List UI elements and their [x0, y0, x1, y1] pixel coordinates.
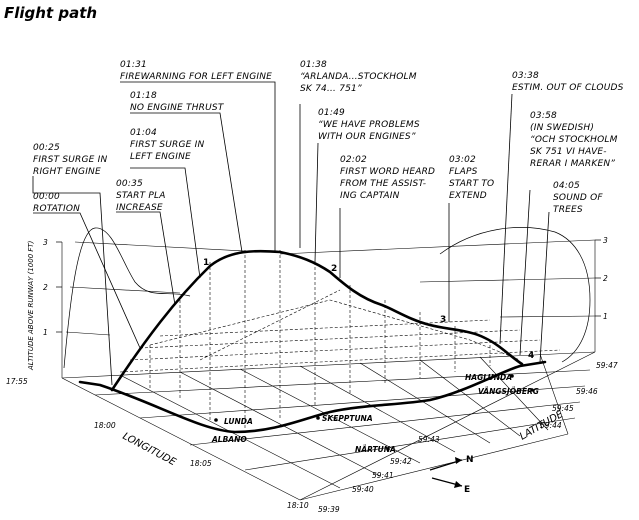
annotation-02-02: 02:02 FIRST WORD HEARD FROM THE ASSIST- … [340, 155, 435, 201]
lat-tick-59-40: 59:40 [352, 485, 374, 494]
figure-title: Flight path [4, 4, 97, 22]
place-vangsjoberg: VÄNGSJÖBERG [478, 387, 539, 396]
svg-text:START TO: START TO [449, 179, 494, 189]
svg-text:02:02: 02:02 [340, 155, 367, 165]
svg-text:FIREWARNING FOR LEFT ENGINE: FIREWARNING FOR LEFT ENGINE [120, 72, 272, 82]
svg-text:03:38: 03:38 [512, 71, 539, 81]
right-tick-3: 3 [603, 236, 608, 245]
lon-tick-18-00: 18:00 [94, 421, 116, 430]
svg-text:WITH OUR ENGINES”: WITH OUR ENGINES” [318, 132, 416, 142]
lon-tick-18-05: 18:05 [190, 459, 212, 468]
svg-text:“ARLANDA…STOCKHOLM: “ARLANDA…STOCKHOLM [300, 72, 417, 82]
svg-text:FIRST SURGE IN: FIRST SURGE IN [33, 155, 107, 165]
place-lunda: LUNDA [224, 417, 253, 426]
annotation-04-05: 04:05 SOUND OF TREES [553, 181, 603, 215]
svg-text:START PLA: START PLA [116, 191, 166, 201]
path-marker-4: 4 [528, 351, 534, 361]
svg-text:01:49: 01:49 [318, 108, 345, 118]
svg-text:SK 751 VI HAVE-: SK 751 VI HAVE- [530, 147, 607, 157]
place-labels: LUNDA ALBANO SKEPPTUNA NÄRTUNA HAGLUNDA … [211, 373, 539, 454]
svg-text:01:31: 01:31 [120, 60, 147, 70]
latitude-ticks: 59:39 59:40 59:41 59:42 59:43 59:44 59:4… [318, 361, 618, 514]
right-tick-2: 2 [603, 274, 608, 283]
annotation-03-02: 03:02 FLAPS START TO EXTEND [449, 155, 494, 201]
lat-tick-59-44: 59:44 [540, 421, 562, 430]
svg-text:00:00: 00:00 [33, 192, 60, 202]
svg-text:TREES: TREES [553, 205, 583, 215]
svg-text:03:02: 03:02 [449, 155, 476, 165]
svg-text:SK 74… 751”: SK 74… 751” [300, 84, 362, 94]
compass-east: E [464, 485, 470, 495]
path-marker-3: 3 [440, 315, 446, 325]
path-markers: 1 2 3 4 [203, 258, 534, 361]
path-marker-2: 2 [331, 264, 337, 274]
lat-tick-59-45: 59:45 [552, 404, 574, 413]
lat-tick-59-41: 59:41 [372, 471, 394, 480]
annotation-00-35: 00:35 START PLA INCREASE [116, 179, 166, 213]
y-axis-title: ALTITUDE ABOVE RUNWAY (1000 FT) [27, 240, 35, 371]
svg-text:NO ENGINE THRUST: NO ENGINE THRUST [130, 103, 225, 113]
svg-text:00:35: 00:35 [116, 179, 143, 189]
annotation-01-49: 01:49 “WE HAVE PROBLEMS WITH OUR ENGINES… [318, 108, 420, 142]
annotation-01-38: 01:38 “ARLANDA…STOCKHOLM SK 74… 751” [300, 60, 417, 94]
annotation-03-38: 03:38 ESTIM. OUT OF CLOUDS [512, 71, 624, 93]
lat-tick-59-42: 59:42 [390, 457, 412, 466]
leader-lines [32, 81, 550, 386]
longitude-ticks: 17:55 18:00 18:05 18:10 [6, 377, 309, 510]
svg-text:“WE HAVE PROBLEMS: “WE HAVE PROBLEMS [318, 120, 420, 130]
lon-tick-17-55: 17:55 [6, 377, 28, 386]
flight-path-line [110, 249, 524, 392]
svg-text:FIRST WORD HEARD: FIRST WORD HEARD [340, 167, 435, 177]
svg-text:ING CAPTAIN: ING CAPTAIN [340, 191, 400, 201]
compass-icon: N E [429, 455, 474, 495]
path-marker-1: 1 [203, 258, 209, 268]
left-tick-1: 1 [43, 328, 48, 337]
annotation-00-00: 00:00 ROTATION [33, 192, 80, 214]
svg-text:ROTATION: ROTATION [33, 204, 80, 214]
annotation-01-04: 01:04 FIRST SURGE IN LEFT ENGINE [130, 128, 204, 162]
right-altitude-wall [279, 227, 601, 363]
lat-tick-59-46: 59:46 [576, 387, 598, 396]
compass-north: N [466, 455, 474, 465]
svg-text:RIGHT ENGINE: RIGHT ENGINE [33, 167, 101, 177]
svg-text:INCREASE: INCREASE [116, 203, 163, 213]
left-tick-3: 3 [43, 238, 48, 247]
svg-text:EXTEND: EXTEND [449, 191, 487, 201]
place-albano: ALBANO [211, 435, 247, 444]
lat-tick-59-47: 59:47 [596, 361, 618, 370]
ground-track [78, 360, 547, 434]
place-skepptuna: SKEPPTUNA [322, 414, 373, 423]
svg-text:RERAR I MARKEN”: RERAR I MARKEN” [530, 159, 615, 169]
lat-tick-59-39: 59:39 [318, 505, 340, 514]
svg-text:03:58: 03:58 [530, 111, 557, 121]
place-haglunda: HAGLUNDA [465, 373, 512, 382]
svg-text:FIRST SURGE IN: FIRST SURGE IN [130, 140, 204, 150]
svg-text:FLAPS: FLAPS [449, 167, 478, 177]
svg-text:SOUND OF: SOUND OF [553, 193, 603, 203]
left-altitude-wall [56, 227, 265, 378]
svg-text:01:04: 01:04 [130, 128, 157, 138]
svg-text:01:38: 01:38 [300, 60, 327, 70]
svg-text:(IN SWEDISH): (IN SWEDISH) [530, 123, 594, 133]
right-tick-1: 1 [603, 312, 608, 321]
annotation-01-31: 01:31 FIREWARNING FOR LEFT ENGINE [120, 60, 272, 82]
lat-tick-59-43: 59:43 [418, 435, 440, 444]
annotation-00-25: 00:25 FIRST SURGE IN RIGHT ENGINE [33, 143, 107, 177]
longitude-axis-title: LONGITUDE [121, 431, 179, 469]
annotation-03-58: 03:58 (IN SWEDISH) “OCH STOCKHOLM SK 751… [530, 111, 618, 169]
left-tick-2: 2 [43, 283, 48, 292]
ground-plane-grid [61, 351, 596, 501]
projection-dashes [119, 250, 561, 430]
svg-text:00:25: 00:25 [33, 143, 60, 153]
lon-tick-18-10: 18:10 [287, 501, 309, 510]
svg-text:LEFT ENGINE: LEFT ENGINE [130, 152, 191, 162]
svg-text:ESTIM. OUT OF CLOUDS: ESTIM. OUT OF CLOUDS [512, 83, 624, 93]
svg-text:01:18: 01:18 [130, 91, 157, 101]
svg-text:“OCH STOCKHOLM: “OCH STOCKHOLM [530, 135, 618, 145]
place-nartuna: NÄRTUNA [355, 445, 396, 454]
annotation-01-18: 01:18 NO ENGINE THRUST [130, 91, 225, 113]
svg-text:FROM THE ASSIST-: FROM THE ASSIST- [340, 179, 426, 189]
svg-text:04:05: 04:05 [553, 181, 580, 191]
